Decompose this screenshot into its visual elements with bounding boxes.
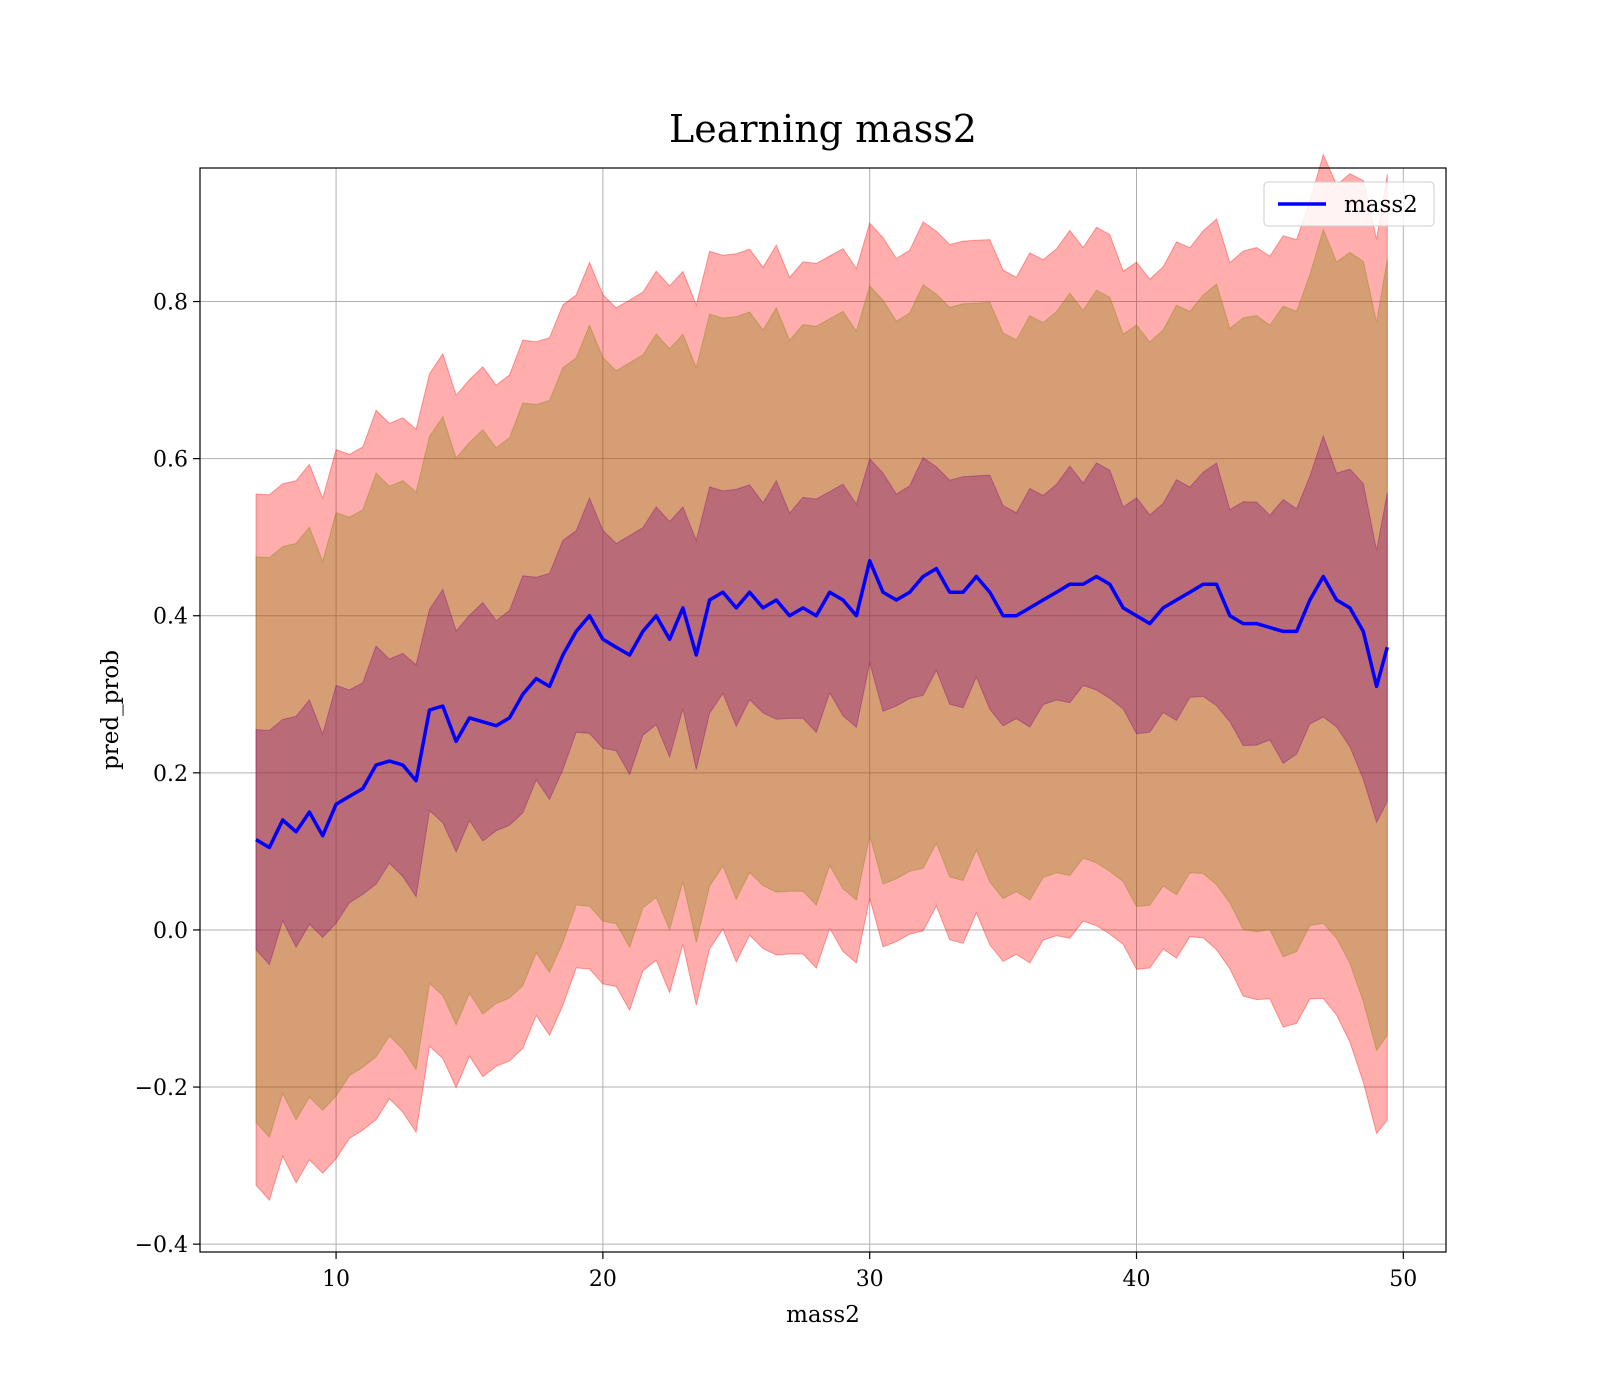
plot-frame (199, 167, 1447, 1253)
legend-label-mass2: mass2 (1344, 192, 1418, 218)
y-tick-label-0: −0.4 (135, 1233, 188, 1258)
y-tick-label-2: 0.0 (153, 919, 188, 944)
y-tick-label-4: 0.4 (153, 605, 188, 630)
series-line-mass2 (255, 559, 1389, 850)
band-middle (255, 228, 1388, 1139)
legend: mass2 (1263, 181, 1435, 227)
series-lines (255, 559, 1389, 850)
band-outer (255, 153, 1388, 1202)
legend-box (1263, 181, 1435, 227)
x-axis-label: mass2 (786, 1302, 860, 1328)
grid-lines (200, 168, 1446, 1252)
y-tick-label-3: 0.2 (153, 762, 188, 787)
x-tick-label-3: 40 (1123, 1267, 1151, 1292)
x-axis-ticks: 10 20 30 40 50 (322, 1252, 1417, 1292)
y-axis-label: pred_prob (98, 650, 124, 770)
y-axis-ticks: −0.4 −0.2 0.0 0.2 0.4 0.6 0.8 (135, 291, 200, 1258)
x-tick-label-1: 20 (589, 1267, 617, 1292)
chart-title: Learning mass2 (669, 107, 977, 151)
y-tick-label-6: 0.8 (153, 291, 188, 316)
uncertainty-bands (255, 153, 1388, 1202)
x-tick-label-4: 50 (1389, 1267, 1417, 1292)
y-tick-label-1: −0.2 (135, 1076, 188, 1101)
band-inner (255, 434, 1388, 966)
x-tick-label-0: 10 (322, 1267, 350, 1292)
y-tick-label-5: 0.6 (153, 448, 188, 473)
x-tick-label-2: 30 (856, 1267, 884, 1292)
